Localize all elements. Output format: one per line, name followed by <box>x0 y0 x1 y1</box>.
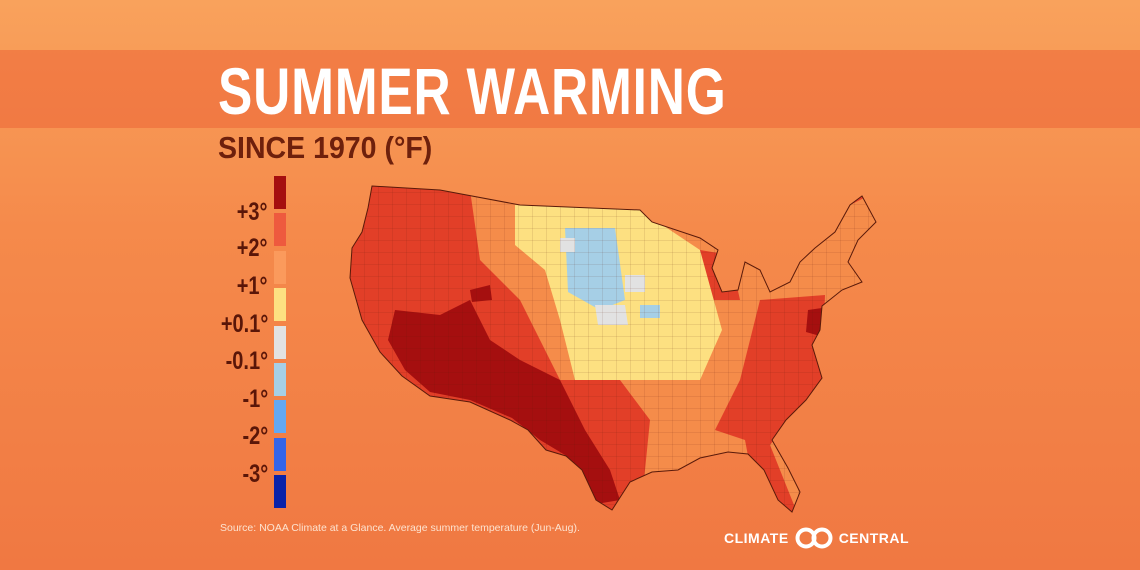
legend-swatch <box>274 438 286 471</box>
logo-text-right: CENTRAL <box>838 530 910 546</box>
legend-swatch <box>274 176 286 209</box>
legend-label: +0.1° <box>220 310 268 338</box>
legend-swatch <box>274 251 286 284</box>
legend-swatch <box>274 213 286 246</box>
climate-central-logo: CLIMATE CENTRAL <box>724 527 909 549</box>
title-band <box>0 50 1140 128</box>
legend-label: -0.1° <box>225 347 268 375</box>
legend-label: -2° <box>242 422 268 450</box>
page-title: SUMMER WARMING <box>218 54 727 128</box>
legend-swatch <box>274 288 286 321</box>
legend-label: -1° <box>242 385 268 413</box>
logo-rings-icon <box>795 527 833 549</box>
legend-swatch <box>274 475 286 508</box>
legend-swatch <box>274 400 286 433</box>
page-subtitle: SINCE 1970 (°F) <box>218 130 433 165</box>
legend-label: +2° <box>237 234 268 262</box>
logo-text-left: CLIMATE <box>724 530 789 546</box>
legend-swatch <box>274 363 286 396</box>
legend-swatch <box>274 326 286 359</box>
county-borders <box>350 186 876 512</box>
source-note: Source: NOAA Climate at a Glance. Averag… <box>220 522 580 534</box>
legend-label: +3° <box>237 198 268 226</box>
legend-label: -3° <box>242 460 268 488</box>
legend-label: +1° <box>237 272 268 300</box>
